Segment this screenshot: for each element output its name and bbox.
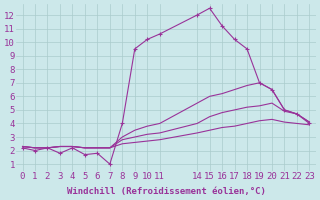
X-axis label: Windchill (Refroidissement éolien,°C): Windchill (Refroidissement éolien,°C) [67, 187, 265, 196]
